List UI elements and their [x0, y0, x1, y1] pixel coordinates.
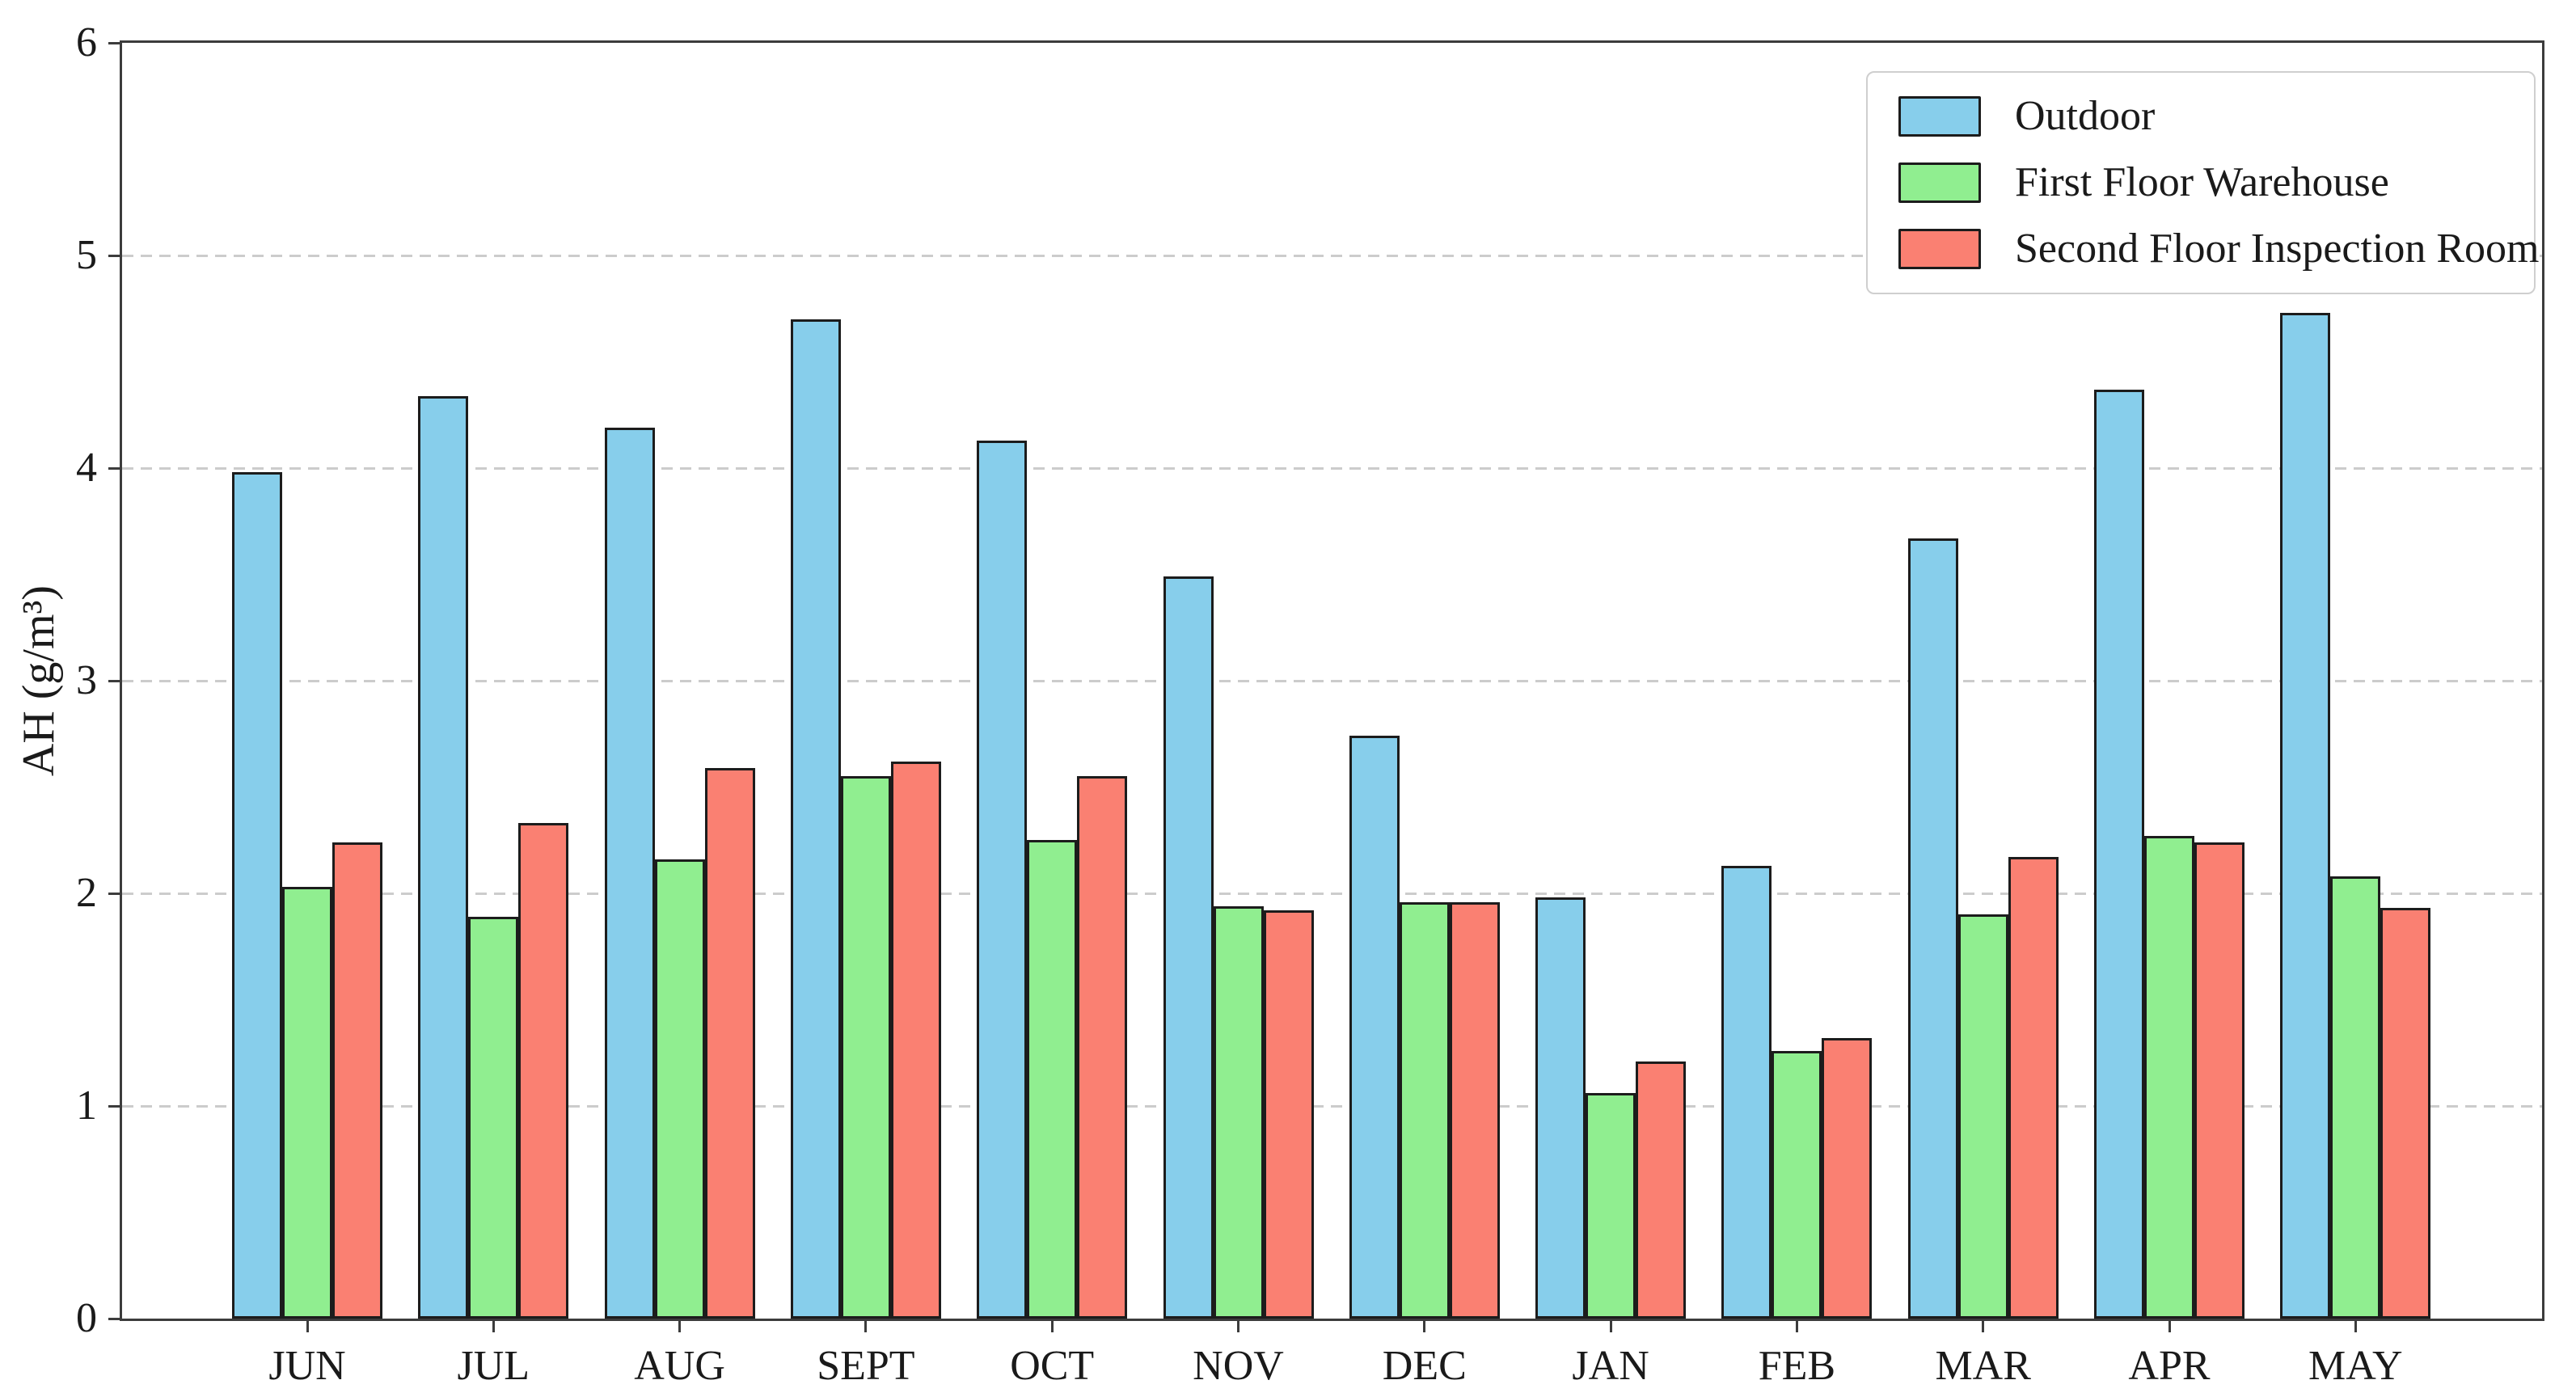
- bar-outdoor-nov: [1163, 576, 1214, 1319]
- bar-first-floor-warehouse-feb: [1772, 1051, 1822, 1319]
- y-tick-label-2: 2: [76, 870, 97, 916]
- y-tick-label-5: 5: [76, 232, 97, 278]
- bar-first-floor-warehouse-aug: [654, 859, 705, 1319]
- x-tick-jul: [492, 1321, 495, 1332]
- x-tick-label-jan: JAN: [1572, 1343, 1649, 1389]
- bar-second-floor-inspection-room-feb: [1822, 1038, 1873, 1319]
- bar-second-floor-inspection-room-oct: [1077, 776, 1128, 1319]
- x-tick-label-sept: SEPT: [817, 1343, 915, 1389]
- x-tick-oct: [1050, 1321, 1054, 1332]
- x-tick-label-nov: NOV: [1193, 1343, 1284, 1389]
- legend-item-first-floor-warehouse: First Floor Warehouse: [1898, 160, 2503, 205]
- bar-first-floor-warehouse-jul: [468, 917, 519, 1319]
- y-tick-label-0: 0: [76, 1295, 97, 1341]
- bar-first-floor-warehouse-may: [2330, 876, 2381, 1319]
- x-tick-aug: [678, 1321, 682, 1332]
- bar-second-floor-inspection-room-jul: [518, 823, 569, 1319]
- x-tick-apr: [2168, 1321, 2171, 1332]
- x-tick-sept: [864, 1321, 868, 1332]
- bar-first-floor-warehouse-jun: [282, 887, 332, 1319]
- bar-second-floor-inspection-room-mar: [2008, 857, 2059, 1319]
- y-tick-4: [108, 466, 120, 470]
- bar-outdoor-jan: [1535, 897, 1586, 1319]
- bar-first-floor-warehouse-jan: [1586, 1093, 1636, 1319]
- legend-item-second-floor-inspection-room: Second Floor Inspection Room: [1898, 226, 2540, 272]
- bar-outdoor-may: [2280, 313, 2331, 1319]
- bar-outdoor-dec: [1349, 736, 1400, 1319]
- bar-outdoor-jul: [418, 396, 469, 1319]
- y-tick-label-1: 1: [76, 1083, 97, 1129]
- x-tick-label-jun: JUN: [268, 1343, 346, 1389]
- legend-swatch-outdoor: [1898, 96, 1981, 137]
- gridline-y3: [122, 679, 2542, 682]
- y-tick-0: [108, 1317, 120, 1320]
- bar-second-floor-inspection-room-jan: [1636, 1061, 1687, 1319]
- x-tick-jun: [306, 1321, 309, 1332]
- y-tick-label-4: 4: [76, 445, 97, 491]
- x-tick-label-feb: FEB: [1758, 1343, 1836, 1389]
- gridline-y1: [122, 1104, 2542, 1108]
- bar-first-floor-warehouse-sept: [840, 776, 891, 1319]
- y-tick-label-3: 3: [76, 657, 97, 703]
- bar-second-floor-inspection-room-nov: [1263, 910, 1314, 1319]
- bar-first-floor-warehouse-nov: [1213, 906, 1264, 1319]
- x-tick-may: [2354, 1321, 2357, 1332]
- legend-item-outdoor: Outdoor: [1898, 94, 2503, 139]
- legend-label-outdoor: Outdoor: [2015, 93, 2156, 139]
- y-tick-2: [108, 892, 120, 895]
- gridline-y5: [122, 254, 2542, 257]
- y-tick-1: [108, 1104, 120, 1108]
- bar-outdoor-apr: [2094, 390, 2144, 1319]
- bar-second-floor-inspection-room-sept: [890, 762, 941, 1319]
- y-tick-5: [108, 254, 120, 257]
- bar-second-floor-inspection-room-aug: [704, 768, 755, 1319]
- bar-second-floor-inspection-room-dec: [1449, 902, 1500, 1319]
- y-tick-3: [108, 679, 120, 682]
- bar-outdoor-feb: [1721, 866, 1772, 1319]
- x-tick-nov: [1237, 1321, 1239, 1332]
- bar-second-floor-inspection-room-may: [2380, 908, 2431, 1319]
- x-tick-jan: [1609, 1321, 1612, 1332]
- bar-outdoor-mar: [1907, 538, 1958, 1319]
- x-tick-mar: [1982, 1321, 1985, 1332]
- bar-first-floor-warehouse-mar: [1957, 914, 2008, 1319]
- x-tick-dec: [1423, 1321, 1426, 1332]
- gridline-y2: [122, 892, 2542, 895]
- bar-second-floor-inspection-room-jun: [332, 842, 382, 1319]
- bar-first-floor-warehouse-oct: [1027, 840, 1078, 1319]
- legend-swatch-second-floor-inspection-room: [1898, 229, 1981, 269]
- x-tick-label-may: MAY: [2308, 1343, 2403, 1389]
- bar-outdoor-aug: [604, 428, 655, 1319]
- gridline-y4: [122, 466, 2542, 470]
- x-tick-label-jul: JUL: [457, 1343, 530, 1389]
- x-tick-label-dec: DEC: [1382, 1343, 1467, 1389]
- x-tick-label-oct: OCT: [1010, 1343, 1095, 1389]
- y-tick-6: [108, 41, 120, 44]
- y-tick-label-6: 6: [76, 19, 97, 65]
- bar-outdoor-sept: [790, 319, 841, 1319]
- bar-outdoor-jun: [232, 472, 282, 1319]
- x-tick-label-aug: AUG: [634, 1343, 725, 1389]
- bar-second-floor-inspection-room-apr: [2194, 842, 2244, 1319]
- legend-label-first-floor-warehouse: First Floor Warehouse: [2015, 159, 2389, 205]
- legend-swatch-first-floor-warehouse: [1898, 162, 1981, 203]
- x-tick-label-mar: MAR: [1935, 1343, 2031, 1389]
- x-tick-feb: [1795, 1321, 1798, 1332]
- bar-outdoor-oct: [977, 441, 1028, 1319]
- legend: Outdoor First Floor Warehouse Second Floor…: [1866, 71, 2540, 294]
- legend-label-second-floor-inspection-room: Second Floor Inspection Room: [2015, 226, 2540, 272]
- bar-first-floor-warehouse-dec: [1399, 902, 1450, 1319]
- bar-first-floor-warehouse-apr: [2144, 836, 2194, 1319]
- x-tick-label-apr: APR: [2128, 1343, 2211, 1389]
